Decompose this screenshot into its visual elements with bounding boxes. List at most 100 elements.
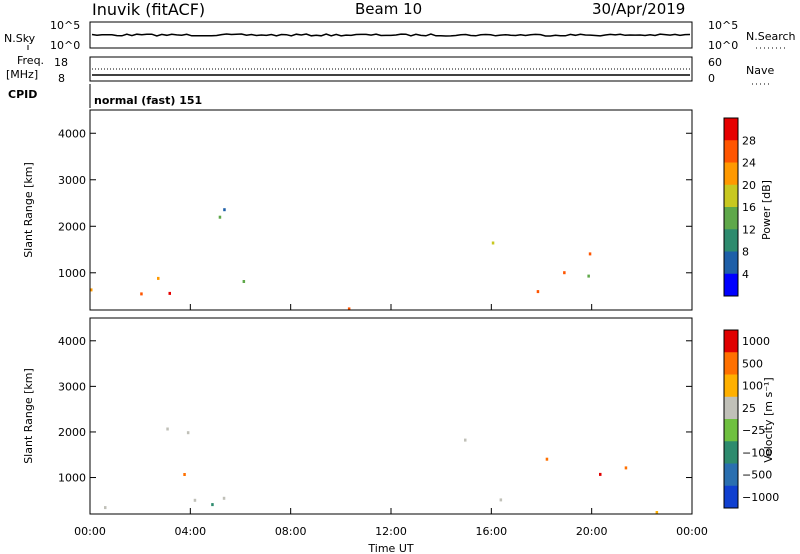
colorbar-tick: −1000 [742, 491, 779, 504]
colorbar-tick: 16 [742, 201, 756, 214]
colorbar-tick: 100 [742, 380, 763, 393]
freq-tick-top: 18 [54, 56, 68, 69]
nsearch-label: N.Search [746, 30, 796, 43]
colorbar-tick: 1000 [742, 335, 770, 348]
nsearch-tick-bottom: 10^0 [708, 39, 738, 52]
colorbar-segment [724, 441, 738, 464]
beam-title: Beam 10 [355, 0, 423, 18]
velocity-colorbar: 1000 500 100 25 −25 −100 −500 −1000 [723, 329, 779, 509]
colorbar-tick: 500 [742, 357, 763, 370]
nave-tick-bottom: 0 [708, 72, 715, 85]
colorbar-tick: 20 [742, 179, 756, 192]
colorbar-frame [723, 329, 739, 509]
echo-cell [193, 498, 197, 502]
nsky-panel [89, 21, 693, 49]
ytick-label: 3000 [58, 174, 86, 187]
echo-cell [545, 457, 549, 461]
nsky-tick-bottom: 10^0 [50, 39, 80, 52]
echo-cell [599, 472, 602, 476]
echo-cell [90, 288, 93, 292]
freq-tick-bottom: 8 [58, 72, 65, 85]
colorbar-tick: 24 [742, 157, 756, 170]
echo-cell [211, 503, 214, 507]
cpid-label: CPID [8, 88, 37, 101]
freq-panel [89, 56, 693, 82]
velocity-ylabel: Slant Range [km] [22, 368, 35, 464]
power-frame [89, 109, 693, 311]
echo-cell [168, 291, 171, 295]
velocity-yaxis: 1000 2000 3000 4000 [58, 335, 692, 485]
echo-cell [536, 290, 540, 294]
xtick-label: 20:00 [576, 525, 608, 538]
colorbar-tick: 4 [742, 268, 749, 281]
ytick-label: 4000 [58, 127, 86, 140]
power-yaxis: 1000 2000 3000 4000 [58, 127, 692, 280]
xtick-label: 08:00 [275, 525, 307, 538]
echo-cell [218, 215, 222, 219]
echo-cell [491, 241, 495, 245]
colorbar-frame [723, 117, 739, 297]
colorbar-tick: 28 [742, 134, 756, 147]
cpid-value: normal (fast) 151 [94, 94, 202, 107]
ytick-label: 4000 [58, 335, 86, 348]
echo-cell [166, 427, 169, 431]
echo-cell [242, 280, 246, 283]
time-axis: 00:00 04:00 08:00 12:00 16:00 20:00 00:00 [74, 304, 708, 538]
ytick-label: 2000 [58, 220, 86, 233]
xtick-label: 00:00 [676, 525, 708, 538]
colorbar-segment [724, 229, 738, 252]
freq-label: Freq. [17, 54, 44, 67]
colorbar-segment [724, 396, 738, 420]
colorbar-segment [724, 251, 738, 275]
ytick-label: 2000 [58, 426, 86, 439]
echo-cell [222, 496, 226, 500]
echo-cell [624, 466, 628, 470]
colorbar-segment [724, 485, 738, 509]
echo-cell [140, 292, 143, 296]
colorbar-segment [724, 419, 738, 442]
echo-cell [223, 208, 226, 212]
echo-cell [655, 511, 659, 514]
freq-unit: [MHz] [6, 68, 38, 81]
echo-cell [347, 307, 351, 311]
echo-cell [499, 498, 503, 502]
colorbar-tick: 8 [742, 246, 749, 259]
colorbar-segment [724, 162, 738, 186]
power-heatmap [90, 208, 592, 311]
colorbar-tick: −500 [742, 469, 772, 482]
colorbar-segment [724, 352, 738, 375]
nsky-label: N.Sky [4, 32, 36, 45]
station-title: Inuvik (fitACF) [92, 0, 206, 19]
velocity-frame [89, 317, 693, 515]
colorbar-segment [724, 374, 738, 398]
ytick-label: 3000 [58, 380, 86, 393]
echo-cell [157, 276, 160, 280]
velocity-colorbar-label: Velocity [m s⁻¹] [762, 377, 775, 462]
xtick-label: 12:00 [375, 525, 407, 538]
colorbar-segment [724, 184, 738, 208]
velocity-heatmap [104, 427, 659, 514]
xaxis-label: Time UT [367, 542, 413, 554]
colorbar-segment [724, 140, 738, 163]
xtick-label: 00:00 [74, 525, 106, 538]
nave-tick-top: 60 [708, 56, 722, 69]
colorbar-segment [724, 273, 738, 297]
colorbar-segment [724, 330, 738, 353]
nsky-trace [91, 33, 691, 37]
colorbar-tick: 25 [742, 402, 756, 415]
colorbar-tick: −25 [742, 424, 765, 437]
ytick-label: 1000 [58, 267, 86, 280]
power-colorbar-label: Power [dB] [760, 180, 773, 240]
power-colorbar: 4 8 12 16 20 24 28 [723, 117, 756, 297]
power-ylabel: Slant Range [km] [22, 162, 35, 258]
colorbar-tick: −100 [742, 446, 772, 459]
echo-cell [563, 271, 566, 275]
echo-cell [104, 506, 107, 510]
nsearch-tick-top: 10^5 [708, 19, 738, 32]
ytick-label: 1000 [58, 472, 86, 485]
echo-cell [464, 438, 467, 442]
echo-cell [587, 274, 590, 278]
colorbar-tick: 12 [742, 223, 756, 236]
xtick-label: 04:00 [174, 525, 206, 538]
